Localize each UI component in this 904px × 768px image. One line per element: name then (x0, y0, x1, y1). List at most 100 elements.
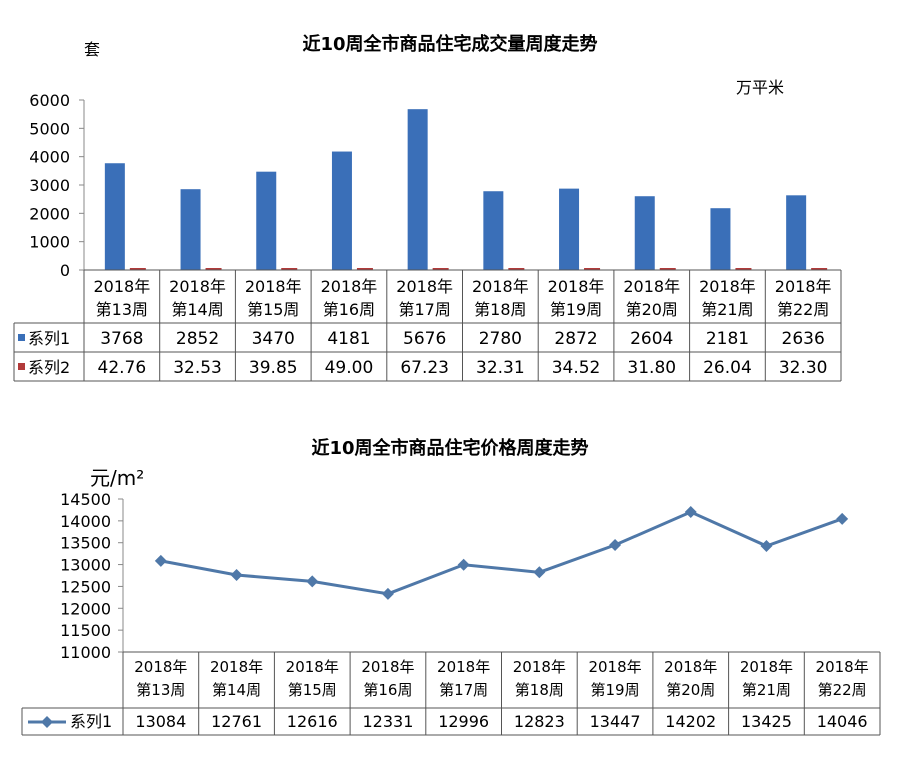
x-category-label-line1: 2018年 (548, 277, 605, 296)
y-tick-label: 13000 (60, 556, 111, 575)
x-category-label-line2: 第22周 (777, 300, 829, 319)
data-label: 12331 (362, 712, 413, 731)
data-label: 4181 (327, 329, 370, 349)
data-label: 2852 (176, 329, 219, 349)
line-point (609, 539, 622, 552)
y-tick-label: 13500 (60, 534, 111, 553)
data-label: 12996 (438, 712, 489, 731)
legend-label-1: 系列1 (28, 329, 70, 348)
y-tick-label: 12000 (60, 599, 111, 618)
data-label: 39.85 (249, 358, 298, 378)
bar-series1 (256, 171, 277, 270)
y-tick-label: 14500 (60, 490, 111, 509)
x-category-label-line2: 第19周 (550, 300, 602, 319)
x-category-label-line1: 2018年 (623, 277, 680, 296)
x-category-label-line1: 2018年 (740, 658, 793, 676)
x-category-label-line1: 2018年 (437, 658, 490, 676)
data-label: 2181 (706, 329, 749, 349)
x-category-label-line2: 第13周 (96, 300, 148, 319)
data-label: 13447 (590, 712, 641, 731)
x-category-label-line1: 2018年 (245, 277, 302, 296)
price-line-chart: 11000 11500 12000 12500 13000 13500 14000 14500… (21, 490, 881, 736)
bar-series1 (483, 191, 504, 270)
data-label: 3470 (252, 329, 295, 349)
y-tick-label: 11000 (60, 643, 111, 662)
x-category-label-line2: 第19周 (591, 681, 640, 699)
x-category-label-line1: 2018年 (93, 277, 150, 296)
data-label: 2780 (479, 329, 522, 349)
y-tick-label: 5000 (29, 119, 70, 138)
data-label: 26.04 (703, 358, 752, 378)
bar-series1 (104, 163, 125, 270)
y-tick-label: 14000 (60, 512, 111, 531)
x-category-label-line1: 2018年 (816, 658, 869, 676)
legend-marker (41, 716, 53, 728)
bar-series2 (281, 268, 298, 270)
x-category-label-line2: 第16周 (323, 300, 375, 319)
data-label: 2636 (782, 329, 825, 349)
data-label: 13425 (741, 712, 792, 731)
y-tick-label: 0 (60, 261, 70, 280)
bar-series2 (508, 268, 525, 270)
x-category-label-line1: 2018年 (588, 658, 641, 676)
data-label: 12761 (211, 712, 262, 731)
data-label: 2604 (630, 329, 673, 349)
bar-series2 (356, 268, 373, 270)
data-label: 31.80 (627, 358, 676, 378)
x-category-label-line1: 2018年 (210, 658, 263, 676)
bar-series1 (559, 188, 580, 270)
x-category-label-line2: 第14周 (171, 300, 223, 319)
x-category-label-line1: 2018年 (134, 658, 187, 676)
chart2-unit: 元/m² (90, 466, 145, 490)
data-label: 3768 (100, 329, 143, 349)
line-point (836, 512, 849, 525)
x-category-label-line1: 2018年 (664, 658, 717, 676)
bar-series2 (811, 268, 828, 270)
series-line (160, 510, 843, 596)
line-point (154, 554, 167, 567)
data-label: 14202 (665, 712, 716, 731)
data-label: 49.00 (325, 358, 374, 378)
data-label: 5676 (403, 329, 446, 349)
x-category-label-line2: 第21周 (742, 681, 791, 699)
x-category-label-line2: 第21周 (701, 300, 753, 319)
data-label: 2872 (554, 329, 597, 349)
legend-label: 系列1 (70, 712, 112, 731)
legend-swatch-1 (18, 334, 25, 341)
bar-series1 (180, 189, 201, 270)
bar-series1 (634, 196, 655, 270)
x-category-label-line1: 2018年 (286, 658, 339, 676)
x-category-label-line2: 第15周 (288, 681, 337, 699)
bar-series1 (786, 195, 807, 270)
bar-series1 (331, 151, 352, 270)
bar-series2 (205, 268, 222, 270)
data-label: 12823 (514, 712, 565, 731)
bar-series1 (710, 208, 731, 270)
y-tick-label: 4000 (29, 148, 70, 167)
y-tick-label: 6000 (29, 91, 70, 110)
x-category-label-line2: 第18周 (515, 681, 564, 699)
bar-series2 (584, 268, 601, 270)
bar-series1 (407, 109, 428, 271)
legend-label-2: 系列2 (28, 358, 70, 377)
x-category-label-line1: 2018年 (321, 277, 378, 296)
line-point (684, 506, 697, 519)
x-category-label-line2: 第16周 (363, 681, 412, 699)
data-label: 14046 (817, 712, 868, 731)
x-category-label-line1: 2018年 (361, 658, 414, 676)
bar-series2 (659, 268, 676, 270)
data-label: 34.52 (552, 358, 601, 378)
x-category-label-line2: 第20周 (666, 681, 715, 699)
line-point (760, 539, 773, 552)
line-point (457, 558, 470, 571)
y-tick-label: 11500 (60, 621, 111, 640)
x-category-label-line2: 第15周 (247, 300, 299, 319)
data-label: 42.76 (98, 358, 147, 378)
x-category-label-line2: 第22周 (818, 681, 867, 699)
data-label: 32.30 (779, 358, 828, 378)
data-label: 32.53 (173, 358, 222, 378)
data-label: 13084 (135, 712, 186, 731)
legend-swatch-2 (18, 363, 25, 370)
bar-series2 (129, 268, 146, 270)
data-label: 67.23 (400, 358, 449, 378)
